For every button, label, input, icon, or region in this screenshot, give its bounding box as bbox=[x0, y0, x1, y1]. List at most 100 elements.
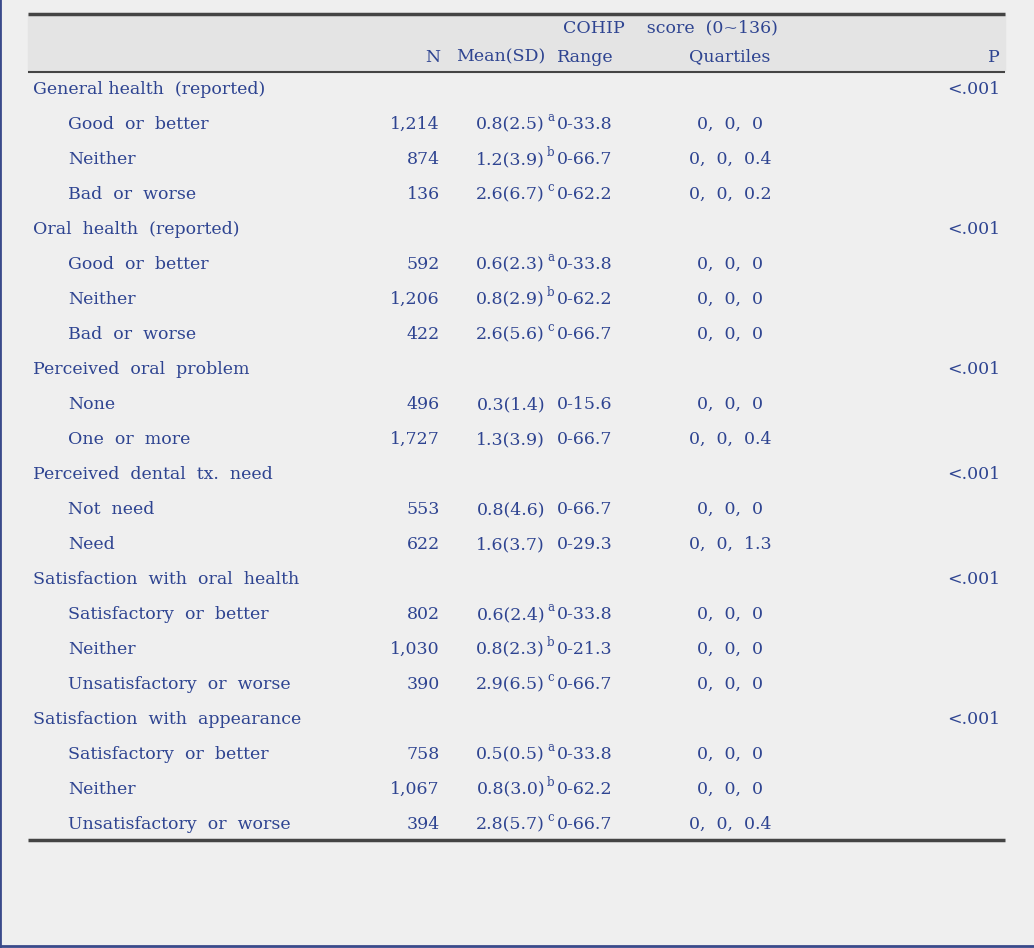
Text: 0,  0,  0: 0, 0, 0 bbox=[697, 676, 763, 693]
Text: a: a bbox=[547, 741, 554, 754]
Text: Bad  or  worse: Bad or worse bbox=[68, 186, 196, 203]
Text: 1.6(3.7): 1.6(3.7) bbox=[477, 536, 545, 553]
Text: 0-33.8: 0-33.8 bbox=[557, 606, 613, 623]
Text: a: a bbox=[547, 111, 554, 124]
Text: c: c bbox=[547, 181, 553, 194]
Text: 0,  0,  0.4: 0, 0, 0.4 bbox=[689, 151, 771, 168]
Text: 0,  0,  0.2: 0, 0, 0.2 bbox=[689, 186, 771, 203]
Text: <.001: <.001 bbox=[947, 361, 1000, 378]
Text: 802: 802 bbox=[406, 606, 440, 623]
Text: 0-21.3: 0-21.3 bbox=[557, 641, 613, 658]
Text: Range: Range bbox=[556, 48, 613, 65]
Text: 2.8(5.7): 2.8(5.7) bbox=[476, 816, 545, 833]
Text: Satisfaction  with  appearance: Satisfaction with appearance bbox=[33, 711, 301, 728]
Text: Unsatisfactory  or  worse: Unsatisfactory or worse bbox=[68, 676, 291, 693]
Text: 1,030: 1,030 bbox=[391, 641, 440, 658]
Text: Satisfaction  with  oral  health: Satisfaction with oral health bbox=[33, 571, 299, 588]
Text: 0,  0,  0: 0, 0, 0 bbox=[697, 396, 763, 413]
Text: 2.6(5.6): 2.6(5.6) bbox=[477, 326, 545, 343]
Text: 0-66.7: 0-66.7 bbox=[557, 151, 613, 168]
Text: 0.8(4.6): 0.8(4.6) bbox=[477, 501, 545, 518]
Text: 0-66.7: 0-66.7 bbox=[557, 816, 613, 833]
Text: N: N bbox=[425, 48, 440, 65]
Text: Satisfactory  or  better: Satisfactory or better bbox=[68, 746, 269, 763]
Text: One  or  more: One or more bbox=[68, 431, 190, 448]
Text: Mean(SD): Mean(SD) bbox=[456, 48, 545, 65]
Text: <.001: <.001 bbox=[947, 571, 1000, 588]
Text: 390: 390 bbox=[406, 676, 440, 693]
Text: Need: Need bbox=[68, 536, 115, 553]
Text: 553: 553 bbox=[406, 501, 440, 518]
Text: c: c bbox=[547, 671, 553, 684]
Text: 592: 592 bbox=[406, 256, 440, 273]
Text: 0.5(0.5): 0.5(0.5) bbox=[477, 746, 545, 763]
Text: c: c bbox=[547, 811, 553, 824]
Text: Neither: Neither bbox=[68, 151, 135, 168]
Text: 2.6(6.7): 2.6(6.7) bbox=[477, 186, 545, 203]
Text: 0,  0,  0: 0, 0, 0 bbox=[697, 641, 763, 658]
Text: COHIP    score  (0~136): COHIP score (0~136) bbox=[562, 20, 778, 37]
Text: 1,206: 1,206 bbox=[391, 291, 440, 308]
Text: 0-15.6: 0-15.6 bbox=[557, 396, 613, 413]
Text: c: c bbox=[547, 321, 553, 334]
Text: 136: 136 bbox=[406, 186, 440, 203]
Text: 422: 422 bbox=[406, 326, 440, 343]
Text: 0.8(3.0): 0.8(3.0) bbox=[477, 781, 545, 798]
Text: 1,727: 1,727 bbox=[390, 431, 440, 448]
Text: Satisfactory  or  better: Satisfactory or better bbox=[68, 606, 269, 623]
Text: 1,067: 1,067 bbox=[391, 781, 440, 798]
Text: 0,  0,  1.3: 0, 0, 1.3 bbox=[689, 536, 771, 553]
Text: 0,  0,  0.4: 0, 0, 0.4 bbox=[689, 816, 771, 833]
Text: Unsatisfactory  or  worse: Unsatisfactory or worse bbox=[68, 816, 291, 833]
Text: b: b bbox=[547, 776, 554, 789]
Text: 0,  0,  0: 0, 0, 0 bbox=[697, 501, 763, 518]
Text: a: a bbox=[547, 251, 554, 264]
Text: 874: 874 bbox=[406, 151, 440, 168]
Text: 1.2(3.9): 1.2(3.9) bbox=[476, 151, 545, 168]
Text: 0,  0,  0: 0, 0, 0 bbox=[697, 116, 763, 133]
Text: 622: 622 bbox=[406, 536, 440, 553]
Text: 496: 496 bbox=[406, 396, 440, 413]
Text: Not  need: Not need bbox=[68, 501, 154, 518]
Text: Quartiles: Quartiles bbox=[690, 48, 770, 65]
Text: 0,  0,  0: 0, 0, 0 bbox=[697, 606, 763, 623]
Text: 0-33.8: 0-33.8 bbox=[557, 256, 613, 273]
Text: 0-29.3: 0-29.3 bbox=[557, 536, 613, 553]
Bar bbox=[28, 14, 1005, 72]
Text: 0-33.8: 0-33.8 bbox=[557, 116, 613, 133]
Text: Bad  or  worse: Bad or worse bbox=[68, 326, 196, 343]
Text: 0,  0,  0: 0, 0, 0 bbox=[697, 256, 763, 273]
Text: Good  or  better: Good or better bbox=[68, 116, 209, 133]
Text: 2.9(6.5): 2.9(6.5) bbox=[476, 676, 545, 693]
Text: 0.8(2.5): 0.8(2.5) bbox=[477, 116, 545, 133]
Text: 0-66.7: 0-66.7 bbox=[557, 431, 613, 448]
Text: Good  or  better: Good or better bbox=[68, 256, 209, 273]
Text: b: b bbox=[547, 286, 554, 299]
Text: 394: 394 bbox=[406, 816, 440, 833]
Text: 0-66.7: 0-66.7 bbox=[557, 326, 613, 343]
Text: 0-33.8: 0-33.8 bbox=[557, 746, 613, 763]
Text: b: b bbox=[547, 146, 554, 159]
Text: <.001: <.001 bbox=[947, 81, 1000, 98]
Text: P: P bbox=[989, 48, 1000, 65]
Text: 0.6(2.3): 0.6(2.3) bbox=[477, 256, 545, 273]
Text: <.001: <.001 bbox=[947, 711, 1000, 728]
Text: General health  (reported): General health (reported) bbox=[33, 81, 266, 98]
Text: Neither: Neither bbox=[68, 781, 135, 798]
Text: a: a bbox=[547, 601, 554, 614]
Text: 1.3(3.9): 1.3(3.9) bbox=[476, 431, 545, 448]
Text: None: None bbox=[68, 396, 115, 413]
Text: 0.8(2.9): 0.8(2.9) bbox=[477, 291, 545, 308]
Text: Oral  health  (reported): Oral health (reported) bbox=[33, 221, 240, 238]
Text: Perceived  oral  problem: Perceived oral problem bbox=[33, 361, 249, 378]
Bar bbox=[28, 72, 1005, 840]
Text: 0-66.7: 0-66.7 bbox=[557, 676, 613, 693]
Text: 0-66.7: 0-66.7 bbox=[557, 501, 613, 518]
Text: Neither: Neither bbox=[68, 291, 135, 308]
Text: 0-62.2: 0-62.2 bbox=[557, 186, 613, 203]
Text: <.001: <.001 bbox=[947, 221, 1000, 238]
Text: 0.6(2.4): 0.6(2.4) bbox=[477, 606, 545, 623]
Text: 0,  0,  0: 0, 0, 0 bbox=[697, 781, 763, 798]
Text: 0,  0,  0: 0, 0, 0 bbox=[697, 746, 763, 763]
Text: 0-62.2: 0-62.2 bbox=[557, 781, 613, 798]
